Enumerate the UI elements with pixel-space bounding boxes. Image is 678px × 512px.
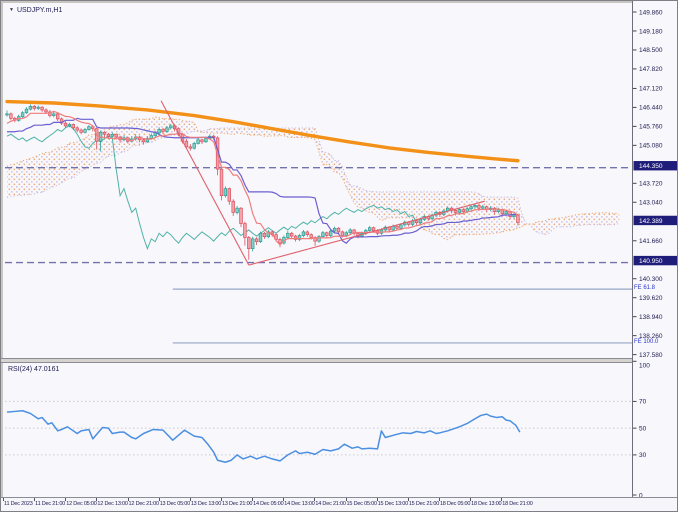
svg-text:30: 30 (639, 452, 647, 459)
time-label: 12 Dec 13:00 (97, 501, 128, 507)
time-label: 15 Dec 21:00 (408, 501, 440, 507)
symbol-timeframe-label: USDJPY.m,H1 (16, 7, 63, 14)
price-chart-panel[interactable]: ▼ USDJPY.m,H1 (1, 1, 634, 360)
time-axis-tick (220, 498, 222, 501)
time-axis-tick (3, 498, 4, 501)
price-axis[interactable]: 149.860 149.180 148.500 147.820 147.120 146.4… (633, 1, 678, 499)
svg-text:149.180: 149.180 (639, 28, 663, 35)
fib-expansion-lines[interactable] (172, 288, 633, 344)
moving-average-line (5, 99, 520, 163)
support-resistance-levels[interactable] (5, 167, 633, 264)
time-axis-tick (96, 498, 98, 501)
svg-text:143.720: 143.720 (639, 181, 663, 188)
time-axis-tick (252, 498, 254, 501)
time-label: 11 Dec 21:00 (35, 501, 66, 507)
svg-text:138.260: 138.260 (639, 333, 663, 340)
price-axis-gutter[interactable]: 149.860 149.180 148.500 147.820 147.120 146.4… (632, 1, 678, 499)
time-label: 13 Dec 13:00 (190, 501, 222, 507)
svg-text:FE 100.0: FE 100.0 (634, 339, 659, 345)
time-label: 14 Dec 05:00 (253, 501, 284, 507)
time-axis-tick (438, 498, 440, 501)
svg-text:FE 61.8: FE 61.8 (634, 285, 656, 291)
time-axis-tick (470, 498, 472, 501)
time-axis-tick (127, 498, 129, 501)
time-axis[interactable]: 11 Dec 2023 11 Dec 21:00 12 Dec 05:00 12 De… (1, 497, 677, 511)
rsi-indicator-label: RSI(24) 47.0161 (8, 366, 60, 373)
time-label: 13 Dec 05:00 (159, 501, 191, 507)
svg-text:138.940: 138.940 (639, 314, 663, 321)
svg-text:149.860: 149.860 (639, 9, 663, 16)
svg-text:143.040: 143.040 (639, 200, 663, 207)
svg-text:145.760: 145.760 (639, 124, 663, 131)
svg-text:141.660: 141.660 (639, 238, 663, 245)
price-chart-canvas[interactable] (3, 3, 634, 360)
rsi-canvas[interactable] (3, 363, 634, 497)
time-axis-tick (34, 498, 36, 501)
time-axis-tick (407, 498, 409, 501)
rsi-panel[interactable]: RSI(24) 47.0161 (1, 363, 634, 497)
time-axis-tick (158, 498, 160, 501)
time-label: 12 Dec 21:00 (128, 501, 160, 507)
time-label: 11 Dec 2023 (4, 501, 33, 507)
trendlines[interactable] (160, 100, 485, 266)
time-axis-tick (65, 498, 67, 501)
rsi-line (6, 410, 521, 463)
svg-text:146.440: 146.440 (639, 105, 663, 112)
svg-text:147.820: 147.820 (639, 66, 663, 73)
svg-text:100: 100 (639, 362, 650, 369)
svg-text:140.300: 140.300 (639, 276, 663, 283)
svg-text:148.500: 148.500 (639, 47, 663, 54)
time-label: 14 Dec 21:00 (315, 501, 346, 507)
kijun-sen-line (7, 117, 518, 244)
tenkan-sen-line (6, 110, 519, 246)
chart-title: ▼ USDJPY.m,H1 (9, 7, 62, 14)
time-label: 12 Dec 05:00 (66, 501, 97, 507)
time-axis-tick (189, 498, 191, 501)
time-label: 18 Dec 21:00 (502, 501, 533, 507)
chevron-down-icon: ▼ (9, 7, 14, 13)
chikou-span-line (6, 125, 417, 251)
rsi-guide-levels (5, 400, 633, 456)
svg-text:142.389: 142.389 (639, 218, 663, 225)
time-axis-tick (283, 498, 285, 501)
svg-text:140.950: 140.950 (639, 258, 663, 265)
svg-text:137.580: 137.580 (639, 352, 663, 359)
time-label: 14 Dec 13:00 (284, 501, 315, 507)
time-label: 13 Dec 21:00 (221, 501, 253, 507)
time-axis-tick (501, 498, 503, 501)
svg-text:147.120: 147.120 (639, 86, 663, 93)
panel-splitter[interactable] (1, 358, 677, 363)
svg-text:145.080: 145.080 (639, 143, 663, 150)
time-axis-tick (376, 498, 378, 501)
svg-text:144.350: 144.350 (639, 163, 663, 170)
time-label: 15 Dec 05:00 (346, 501, 378, 507)
time-label: 18 Dec 05:00 (439, 501, 471, 507)
time-label: 18 Dec 13:00 (471, 501, 502, 507)
time-label: 15 Dec 13:00 (377, 501, 409, 507)
svg-text:50: 50 (639, 425, 647, 432)
time-axis-tick (314, 498, 316, 501)
svg-text:0: 0 (639, 492, 643, 497)
svg-text:70: 70 (639, 399, 647, 406)
time-axis-tick (345, 498, 347, 501)
svg-text:139.620: 139.620 (639, 295, 663, 302)
